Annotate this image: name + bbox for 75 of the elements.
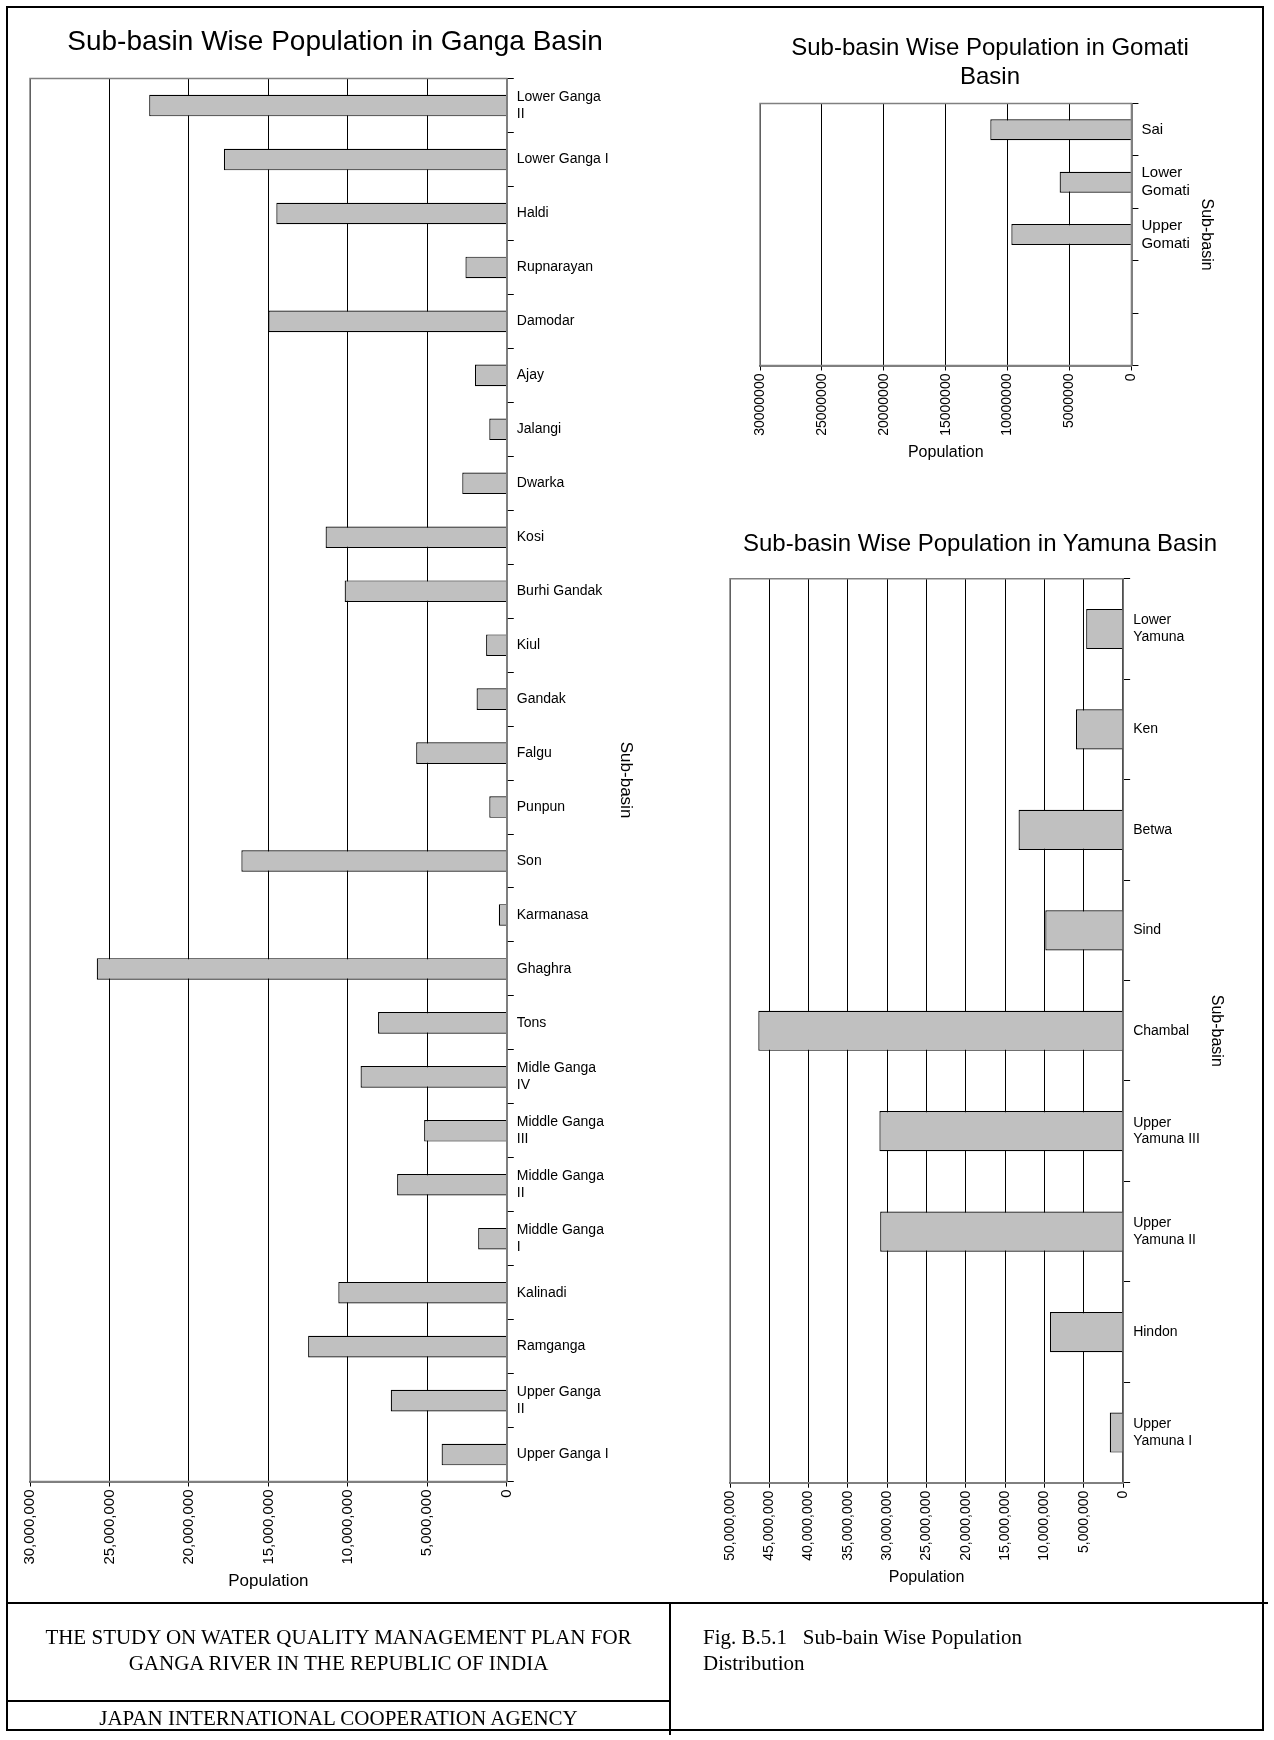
- y-tick-label: Upper Yamuna III: [1133, 1113, 1200, 1147]
- x-tick-label: 20,000,000: [179, 1489, 197, 1565]
- x-axis-title: Population: [228, 1571, 309, 1591]
- x-tick-label: 50,000,000: [720, 1490, 737, 1561]
- y-tick-label: Gandak: [516, 689, 567, 706]
- y-tick-label: Kalinadi: [516, 1283, 567, 1300]
- y-axis-title: Sub-basin: [1198, 198, 1216, 271]
- y-tick-label: Kosi: [516, 528, 544, 545]
- x-tick-label: 10,000,000: [1035, 1490, 1052, 1561]
- chart-title: Sub-basin Wise Population in Gomati Basin: [791, 33, 1189, 89]
- y-axis-title: Sub-basin: [1208, 994, 1226, 1067]
- x-tick-label: 5,000,000: [1074, 1490, 1091, 1554]
- y-tick-label: Karmanasa: [516, 905, 589, 922]
- x-tick-label: 0: [496, 1489, 514, 1498]
- y-tick-label: Upper Gomati: [1141, 215, 1190, 251]
- x-tick-label: 20,000,000: [956, 1490, 973, 1561]
- x-tick-label: 25,000,000: [99, 1489, 117, 1565]
- x-tick-label: 40,000,000: [799, 1490, 816, 1561]
- y-tick-label: Haldi: [516, 204, 549, 221]
- x-tick-label: 30000000: [750, 373, 767, 436]
- x-axis-title: Population: [907, 442, 984, 460]
- y-tick-label: Ken: [1133, 720, 1159, 737]
- y-tick-label: Ramganga: [516, 1337, 586, 1354]
- text: JAPAN INTERNATIONAL COOPERATION AGENCY: [98, 1705, 579, 1732]
- x-tick-label: 15000000: [936, 373, 953, 436]
- y-tick-label: Lower Ganga I: [516, 150, 609, 167]
- y-tick-label: Upper Yamuna II: [1133, 1214, 1196, 1247]
- y-tick-label: Jalangi: [516, 420, 562, 437]
- y-axis-title: Sub-basin: [617, 741, 637, 819]
- x-tick-label: 5,000,000: [417, 1489, 435, 1557]
- y-tick-label: Tons: [516, 1013, 547, 1030]
- y-tick-label: Lower Gomati: [1141, 163, 1190, 199]
- y-tick-label: Lower Ganga II: [516, 88, 602, 121]
- text: THE STUDY ON WATER QUALITY MANAGEMENT PLAN FOR GANGA RIVER IN THE REPUBLIC OF INDIA: [44, 1624, 633, 1677]
- x-tick-label: 5000000: [1060, 373, 1077, 429]
- y-tick-label: Hindon: [1133, 1322, 1178, 1339]
- y-tick-label: Sai: [1141, 119, 1164, 137]
- y-tick-label: Ajay: [516, 366, 544, 383]
- x-tick-label: 35,000,000: [838, 1490, 855, 1561]
- x-tick-label: 30,000,000: [20, 1489, 38, 1565]
- y-tick-label: Ghaghra: [516, 959, 572, 976]
- y-tick-label: Middle Ganga III: [516, 1113, 605, 1147]
- y-tick-label: Upper Yamuna I: [1133, 1414, 1193, 1448]
- x-tick-label: 20000000: [874, 373, 891, 436]
- y-tick-label: Middle Ganga I: [516, 1221, 605, 1254]
- y-tick-label: Burhi Gandak: [516, 582, 604, 599]
- y-tick-label: Damodar: [516, 312, 575, 329]
- chart-title: Sub-basin Wise Population in Ganga Basin: [67, 24, 603, 56]
- y-tick-label: Dwarka: [516, 474, 565, 491]
- x-tick-label: 0: [1122, 373, 1139, 382]
- x-tick-label: 10000000: [998, 373, 1015, 436]
- y-tick-label: Rupnarayan: [516, 258, 594, 275]
- x-tick-label: 25,000,000: [917, 1490, 934, 1561]
- y-tick-label: Upper Ganga I: [516, 1445, 609, 1462]
- x-tick-label: 0: [1114, 1490, 1130, 1499]
- y-tick-label: Son: [516, 851, 542, 868]
- x-axis-title: Population: [888, 1567, 965, 1585]
- y-tick-label: Falgu: [516, 743, 552, 760]
- y-tick-label: Middle Ganga II: [516, 1167, 605, 1201]
- y-tick-label: Kiul: [516, 636, 541, 653]
- y-tick-label: Chambal: [1133, 1021, 1190, 1038]
- y-tick-label: Midle Ganga IV: [516, 1059, 597, 1093]
- x-tick-label: 15,000,000: [258, 1489, 276, 1565]
- x-tick-label: 15,000,000: [996, 1490, 1013, 1561]
- y-tick-label: Betwa: [1133, 820, 1173, 837]
- y-tick-label: Lower Yamuna: [1133, 611, 1185, 645]
- chart-title: Sub-basin Wise Population in Yamuna Basin: [742, 529, 1218, 557]
- y-tick-label: Upper Ganga II: [516, 1383, 602, 1416]
- y-tick-label: Sind: [1133, 921, 1162, 938]
- y-tick-label: Punpun: [516, 797, 566, 814]
- text: Fig. B.5.1 Sub-bain Wise Population Distribution: [702, 1624, 1024, 1677]
- x-tick-label: 25000000: [812, 373, 829, 436]
- x-tick-label: 10,000,000: [337, 1489, 355, 1565]
- x-tick-label: 45,000,000: [760, 1490, 777, 1561]
- x-tick-label: 30,000,000: [878, 1490, 895, 1561]
